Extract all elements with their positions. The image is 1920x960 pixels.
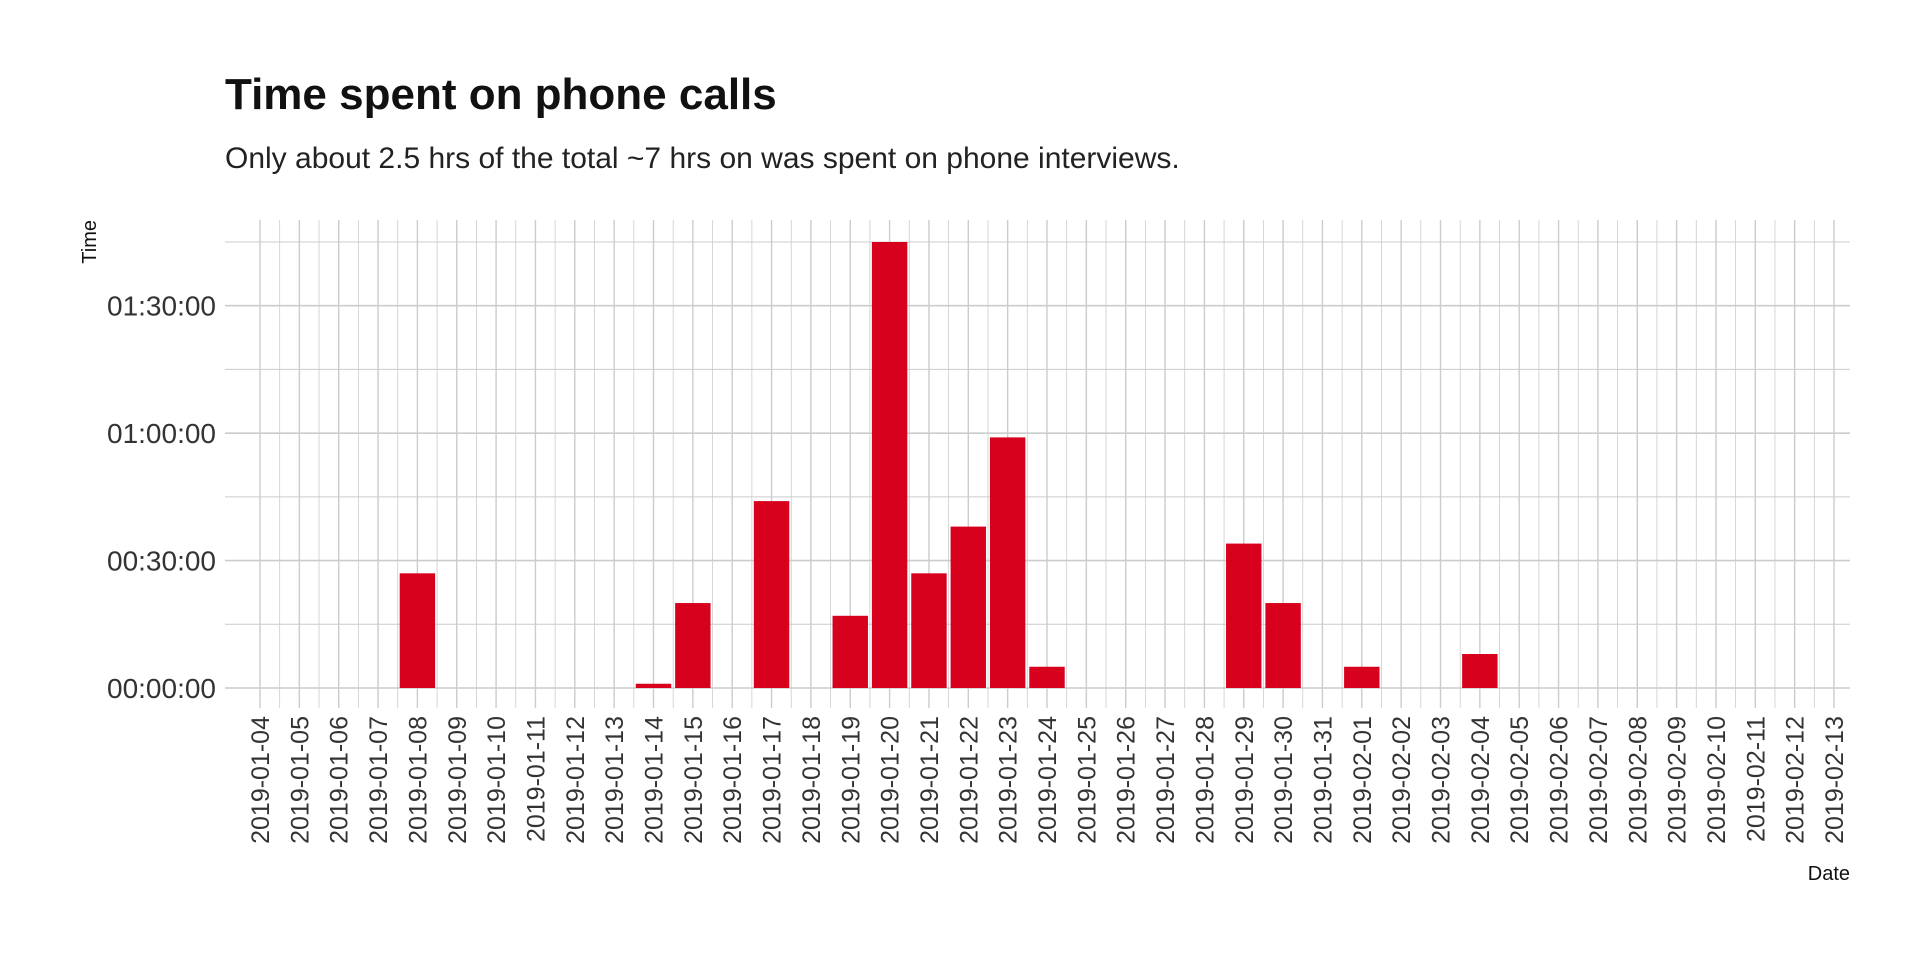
x-tick-label: 2019-01-09 <box>444 716 472 844</box>
bar <box>950 526 987 688</box>
x-axis-title: Date <box>1808 863 1850 885</box>
x-tick-label: 2019-01-06 <box>326 716 354 844</box>
x-tick-label: 2019-01-26 <box>1113 716 1141 844</box>
x-tick-label: 2019-01-29 <box>1231 716 1259 844</box>
bar <box>1029 666 1065 688</box>
bar <box>832 615 868 688</box>
x-tick-label: 2019-02-10 <box>1703 716 1731 844</box>
x-tick-label: 2019-01-16 <box>719 716 747 844</box>
x-tick-label: 2019-02-13 <box>1821 716 1849 844</box>
x-tick-label: 2019-01-19 <box>837 716 865 844</box>
x-tick-label: 2019-02-04 <box>1467 716 1495 844</box>
x-tick-label: 2019-01-24 <box>1034 716 1062 844</box>
x-tick-label: 2019-01-15 <box>680 716 708 844</box>
bar <box>911 573 947 688</box>
x-tick-labels: 2019-01-04 2019-01-05 2019-01-06 2019-01-07… <box>247 716 1849 844</box>
x-tick-label: 2019-01-10 <box>483 716 511 844</box>
x-tick-label: 2019-02-12 <box>1782 716 1810 844</box>
bar <box>1265 603 1301 688</box>
y-tick-label: 00:00:00 <box>107 673 216 704</box>
x-tick-label: 2019-01-20 <box>877 716 905 844</box>
x-tick-label: 2019-01-11 <box>522 716 550 842</box>
x-tick-label: 2019-01-27 <box>1152 716 1180 844</box>
x-tick-label: 2019-01-17 <box>759 716 787 844</box>
grid-layer <box>225 220 1850 708</box>
x-tick-label: 2019-02-02 <box>1388 716 1416 844</box>
bar <box>753 501 790 688</box>
x-tick-label: 2019-01-28 <box>1191 716 1219 844</box>
x-tick-label: 2019-02-11 <box>1742 716 1770 842</box>
x-tick-label: 2019-01-18 <box>798 716 826 844</box>
x-tick-label: 2019-01-21 <box>916 716 944 844</box>
bar <box>871 242 908 688</box>
bar <box>635 683 672 688</box>
chart-subtitle: Only about 2.5 hrs of the total ~7 hrs o… <box>225 142 1180 175</box>
x-tick-label: 2019-01-23 <box>995 716 1023 844</box>
x-tick-label: 2019-01-22 <box>955 716 983 844</box>
x-tick-label: 2019-01-31 <box>1309 716 1337 844</box>
x-tick-label: 2019-02-08 <box>1624 716 1652 844</box>
x-tick-label: 2019-01-14 <box>641 716 669 844</box>
bar <box>399 573 436 688</box>
x-tick-label: 2019-01-12 <box>562 716 590 844</box>
bar <box>1226 543 1262 688</box>
x-tick-label: 2019-02-07 <box>1585 716 1613 844</box>
x-tick-label: 2019-01-08 <box>404 716 432 844</box>
y-tick-label: 00:30:00 <box>107 546 216 577</box>
x-tick-label: 2019-01-04 <box>247 716 275 844</box>
y-tick-label: 01:30:00 <box>107 291 216 322</box>
x-tick-label: 2019-02-05 <box>1506 716 1534 844</box>
x-tick-label: 2019-02-06 <box>1546 716 1574 844</box>
x-tick-label: 2019-02-09 <box>1664 716 1692 844</box>
y-tick-labels: 00:00:00 00:30:00 01:00:00 01:30:00 <box>107 291 216 704</box>
bar <box>1344 666 1380 688</box>
y-axis-title: Time <box>79 220 101 264</box>
bar <box>989 437 1026 688</box>
x-tick-label: 2019-01-05 <box>286 716 314 844</box>
bar <box>675 603 711 688</box>
x-tick-label: 2019-02-01 <box>1349 716 1377 844</box>
bar-layer <box>399 242 1498 688</box>
y-tick-label: 01:00:00 <box>107 418 216 449</box>
chart-title: Time spent on phone calls <box>225 70 777 119</box>
x-tick-label: 2019-02-03 <box>1428 716 1456 844</box>
bar <box>1462 654 1498 688</box>
x-tick-label: 2019-01-30 <box>1270 716 1298 844</box>
x-tick-label: 2019-01-07 <box>365 716 393 844</box>
x-tick-label: 2019-01-25 <box>1073 716 1101 844</box>
x-tick-label: 2019-01-13 <box>601 716 629 844</box>
